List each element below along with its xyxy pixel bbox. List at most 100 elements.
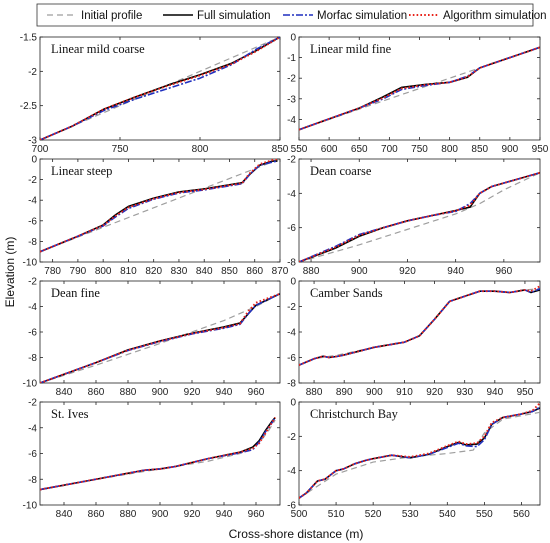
x-tick-label-st-ives-3: 900 xyxy=(152,509,169,520)
panel-title-linear-steep: Linear steep xyxy=(51,164,112,178)
x-tick-label-linear-mild-fine-7: 900 xyxy=(502,144,519,155)
x-tick-label-st-ives-2: 880 xyxy=(120,509,137,520)
x-tick-label-camber-sands-5: 930 xyxy=(456,387,473,398)
x-tick-label-linear-mild-coarse-3: 850 xyxy=(272,144,289,155)
x-tick-label-dean-coarse-4: 960 xyxy=(496,266,513,277)
axes-frame-linear-mild-fine xyxy=(298,36,541,141)
x-tick-label-christchurch-bay-2: 520 xyxy=(365,509,382,520)
legend-label-algorithm: Algorithm simulation xyxy=(443,10,547,22)
axes-frame-linear-steep xyxy=(39,158,281,263)
series-algorithm-simulation-dean-fine xyxy=(40,292,280,383)
x-tick-label-camber-sands-6: 940 xyxy=(486,387,503,398)
x-tick-label-linear-mild-fine-5: 800 xyxy=(441,144,458,155)
y-tick-label-camber-sands-0: -8 xyxy=(287,379,296,390)
series-morfac-simulation-linear-steep xyxy=(40,160,278,253)
y-tick-label-linear-steep-5: 0 xyxy=(31,155,37,166)
series-initial-profile-christchurch-bay xyxy=(299,411,540,499)
x-tick-label-dean-fine-5: 940 xyxy=(216,387,233,398)
series-algorithm-simulation-camber-sands xyxy=(299,285,540,367)
series-morfac-simulation-dean-fine xyxy=(40,293,280,383)
y-tick-label-dean-fine-1: -8 xyxy=(28,353,37,364)
x-tick-label-st-ives-4: 920 xyxy=(184,509,201,520)
x-tick-label-christchurch-bay-5: 550 xyxy=(476,509,493,520)
x-tick-label-camber-sands-0: 880 xyxy=(306,387,323,398)
x-tick-label-christchurch-bay-4: 540 xyxy=(439,509,456,520)
x-tick-label-christchurch-bay-3: 530 xyxy=(402,509,419,520)
y-axis-label: Elevation (m) xyxy=(3,237,17,308)
y-tick-label-linear-mild-fine-0: -4 xyxy=(287,115,296,126)
x-tick-label-camber-sands-7: 950 xyxy=(517,387,534,398)
y-tick-label-dean-fine-3: -4 xyxy=(28,302,37,313)
y-tick-label-linear-mild-coarse-0: -3 xyxy=(28,136,37,147)
legend-label-initial: Initial profile xyxy=(81,10,142,22)
panel-st-ives: 840 860 880 900 920 940 960 -10 -8 -6 -4 -2 St. Ives xyxy=(23,398,281,520)
x-tick-label-dean-fine-3: 900 xyxy=(152,387,169,398)
y-tick-label-camber-sands-1: -6 xyxy=(287,353,296,364)
panel-title-st-ives: St. Ives xyxy=(51,407,89,421)
x-tick-label-dean-fine-0: 840 xyxy=(56,387,73,398)
legend-label-morfac: Morfac simulation xyxy=(317,10,407,22)
x-tick-label-linear-steep-7: 850 xyxy=(221,266,238,277)
y-tick-label-st-ives-1: -8 xyxy=(28,475,37,486)
y-tick-label-dean-fine-4: -2 xyxy=(28,277,37,288)
x-tick-label-christchurch-bay-0: 500 xyxy=(291,509,308,520)
y-tick-label-dean-coarse-2: -4 xyxy=(287,189,296,200)
y-tick-label-linear-steep-0: -10 xyxy=(23,258,38,269)
x-tick-label-christchurch-bay-6: 560 xyxy=(513,509,530,520)
x-tick-label-st-ives-0: 840 xyxy=(56,509,73,520)
x-tick-label-linear-steep-3: 810 xyxy=(120,266,137,277)
x-tick-label-linear-steep-0: 780 xyxy=(44,266,61,277)
y-tick-label-dean-coarse-1: -6 xyxy=(287,223,296,234)
x-tick-label-linear-mild-coarse-0: 700 xyxy=(32,144,49,155)
y-tick-label-linear-mild-fine-1: -3 xyxy=(287,94,296,105)
y-tick-label-linear-mild-fine-3: -1 xyxy=(287,53,296,64)
y-tick-label-st-ives-2: -6 xyxy=(28,449,37,460)
x-tick-label-linear-mild-coarse-1: 750 xyxy=(112,144,129,155)
axes-frame-dean-fine xyxy=(39,280,281,384)
x-tick-label-linear-steep-1: 790 xyxy=(70,266,87,277)
x-tick-label-camber-sands-4: 920 xyxy=(426,387,443,398)
panel-linear-steep: 780 790 800 810 820 830 840 850 860 870 -10 -8 -6 -4 -… xyxy=(23,155,289,278)
panel-title-linear-mild-coarse: Linear mild coarse xyxy=(51,42,145,56)
panel-title-dean-coarse: Dean coarse xyxy=(310,164,372,178)
y-tick-label-christchurch-bay-2: -2 xyxy=(287,432,296,443)
panel-dean-fine: 840 860 880 900 920 940 960 -10 -8 -6 -4 -2 Dean fin… xyxy=(23,277,281,398)
legend-label-full: Full simulation xyxy=(197,10,271,22)
y-tick-label-christchurch-bay-1: -4 xyxy=(287,466,296,477)
x-tick-label-linear-mild-fine-1: 600 xyxy=(321,144,338,155)
x-tick-label-dean-fine-1: 860 xyxy=(88,387,105,398)
panel-dean-coarse: 880 900 920 940 960 -8 -6 -4 -2 Dean coarse xyxy=(287,155,541,277)
x-tick-label-dean-coarse-2: 920 xyxy=(399,266,416,277)
y-tick-label-dean-fine-2: -6 xyxy=(28,328,37,339)
x-tick-label-linear-steep-9: 870 xyxy=(272,266,289,277)
series-initial-profile-dean-fine xyxy=(40,293,280,383)
panel-camber-sands: 880 890 900 910 920 930 940 950 -8 -6 -4 -2 0 Camber … xyxy=(287,277,541,398)
x-tick-label-linear-mild-fine-4: 750 xyxy=(411,144,428,155)
series-morfac-simulation-linear-mild-fine xyxy=(299,46,540,131)
x-tick-label-dean-fine-4: 920 xyxy=(184,387,201,398)
x-tick-label-linear-mild-fine-3: 700 xyxy=(381,144,398,155)
y-tick-label-linear-steep-3: -4 xyxy=(28,196,37,207)
x-tick-label-linear-mild-fine-2: 650 xyxy=(351,144,368,155)
series-algorithm-simulation-christchurch-bay xyxy=(299,402,540,499)
y-tick-label-dean-fine-0: -10 xyxy=(23,379,38,390)
series-algorithm-simulation-linear-mild-fine xyxy=(299,46,540,131)
x-tick-label-linear-mild-coarse-2: 800 xyxy=(192,144,209,155)
y-tick-label-linear-mild-fine-4: 0 xyxy=(290,33,296,44)
x-tick-label-linear-mild-fine-6: 850 xyxy=(471,144,488,155)
series-morfac-simulation-linear-mild-coarse xyxy=(40,37,280,140)
x-tick-label-camber-sands-3: 910 xyxy=(396,387,413,398)
y-tick-label-st-ives-0: -10 xyxy=(23,501,38,512)
panel-linear-mild-fine: 550 600 650 700 750 800 850 900 950 -4 -3 -2 -1 0 Line… xyxy=(287,33,549,156)
y-tick-label-dean-coarse-0: -8 xyxy=(287,258,296,269)
panel-title-dean-fine: Dean fine xyxy=(51,286,100,300)
y-tick-label-camber-sands-4: 0 xyxy=(290,277,296,288)
y-tick-label-linear-mild-coarse-2: -2 xyxy=(28,67,37,78)
x-tick-label-st-ives-5: 940 xyxy=(216,509,233,520)
axes-frame-camber-sands xyxy=(298,280,541,384)
y-tick-label-st-ives-4: -2 xyxy=(28,398,37,409)
y-tick-label-linear-steep-1: -8 xyxy=(28,237,37,248)
x-tick-label-linear-steep-5: 830 xyxy=(171,266,188,277)
series-algorithm-simulation-dean-coarse xyxy=(299,171,540,262)
x-tick-label-dean-fine-2: 880 xyxy=(120,387,137,398)
